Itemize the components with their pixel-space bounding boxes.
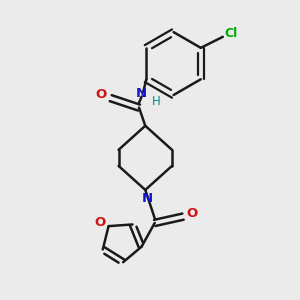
Text: Cl: Cl bbox=[224, 27, 237, 40]
Text: H: H bbox=[152, 95, 160, 108]
Text: O: O bbox=[94, 217, 105, 230]
Text: N: N bbox=[141, 192, 152, 205]
Text: O: O bbox=[96, 88, 107, 101]
Text: O: O bbox=[187, 207, 198, 220]
Text: N: N bbox=[136, 87, 147, 100]
